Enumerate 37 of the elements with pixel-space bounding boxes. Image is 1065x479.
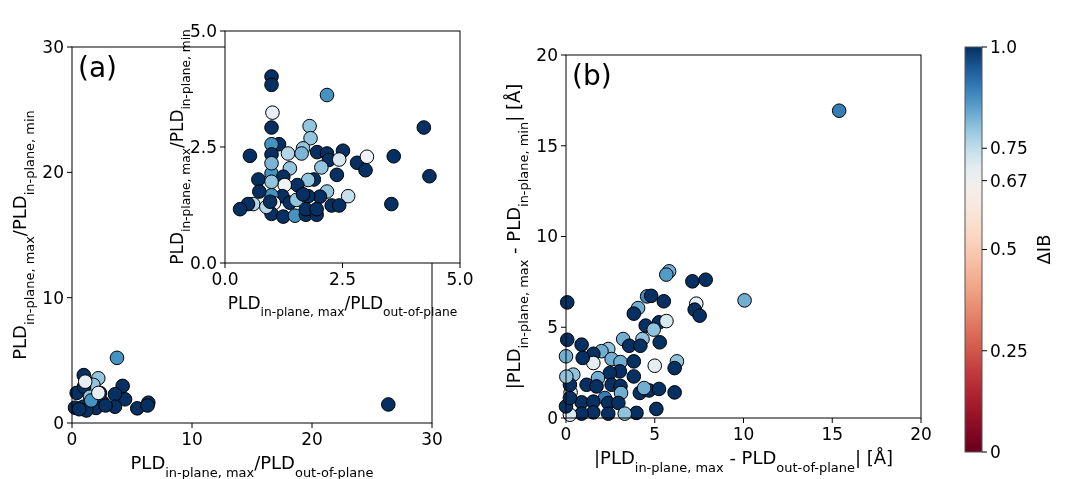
x-tick-label: 20 — [301, 429, 323, 449]
y-tick-label: 5 — [547, 317, 558, 338]
x-tick-label: 5 — [649, 424, 661, 444]
x-tick-label: 0 — [560, 424, 572, 444]
point — [107, 387, 123, 402]
color-bar-label: 0.25 — [990, 340, 1028, 361]
annotation: (a) — [78, 51, 118, 84]
x-tick-label: 20 — [910, 424, 932, 444]
y-tick-label: 2.5 — [189, 136, 217, 157]
y-tick-label: 30 — [42, 36, 64, 57]
color-bar-label: 0.67 — [990, 170, 1028, 191]
color-bar-title: ΔIB — [1033, 234, 1054, 265]
color-bar-label: 0.5 — [990, 239, 1018, 260]
point — [381, 397, 396, 412]
y-tick-label: 20 — [536, 44, 558, 65]
point — [98, 398, 113, 413]
annotation: (b) — [572, 59, 612, 92]
x-tick-label: 10 — [732, 424, 755, 444]
x-axis-title: PLD$_{in-plane, max}$/PLD$_{out-of-plane}$ — [130, 452, 374, 479]
x-tick-label: 30 — [421, 429, 443, 449]
x-axis-title: |PLD$_{in-plane, max}$ - PLD$_{out-of-plane}$| [Å] — [593, 447, 894, 475]
color-bar-label: 0.75 — [990, 138, 1028, 159]
point — [71, 401, 87, 417]
color-bar-label: 1.0 — [990, 36, 1018, 57]
y-tick-label: 15 — [536, 135, 558, 156]
x-tick-label: 15 — [821, 424, 844, 444]
y-tick-label: 20 — [42, 162, 64, 183]
y-tick-label: 0 — [547, 407, 558, 428]
point — [77, 374, 93, 389]
x-tick-label: 5.0 — [446, 269, 474, 289]
x-axis-title: PLD$_{in-plane, max}$/PLD$_{out-of-plane}$ — [227, 293, 458, 319]
y-tick-label: 10 — [42, 287, 64, 308]
point — [109, 350, 125, 366]
y-tick-label: 10 — [536, 226, 558, 247]
x-tick-label: 0 — [66, 429, 78, 449]
x-tick-label: 2.5 — [328, 269, 357, 289]
y-tick-label: 5.0 — [189, 20, 217, 41]
